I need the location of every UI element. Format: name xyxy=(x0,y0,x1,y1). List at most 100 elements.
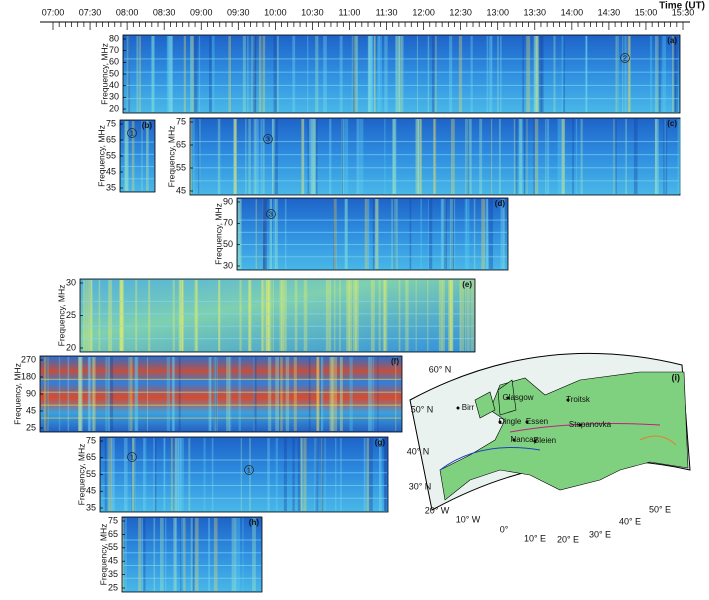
spectrogram-streak xyxy=(248,280,251,351)
panel-label: (b) xyxy=(142,121,153,130)
spectrogram-streak xyxy=(490,119,493,194)
spectrogram-streak xyxy=(443,199,446,269)
spectrogram-streak xyxy=(262,199,265,269)
spectrogram-streak xyxy=(213,518,218,591)
spectrogram-streak xyxy=(377,357,379,431)
spectrogram-streak xyxy=(90,280,93,351)
spectrogram-streak xyxy=(307,119,311,194)
spectrogram-streak xyxy=(353,280,357,351)
spectrogram-band xyxy=(238,231,507,233)
spectrogram-streak xyxy=(159,518,164,591)
y-axis-label: Frequency, MHz xyxy=(99,43,109,105)
spectrogram-streak xyxy=(441,199,444,269)
time-tick-label: 11:00 xyxy=(339,7,361,17)
spectrogram-streak xyxy=(282,280,287,351)
spectrogram-streak xyxy=(104,438,108,511)
spectrogram-streak xyxy=(679,119,681,194)
spectrogram-streak xyxy=(261,280,265,351)
station-label: Glasgow xyxy=(502,393,533,402)
spectrogram-streak xyxy=(633,119,638,194)
spectrogram-streak xyxy=(351,36,356,112)
panel-label: (i) xyxy=(672,372,681,382)
time-tick-label: 10:30 xyxy=(301,7,324,17)
spectrogram-streak xyxy=(123,438,128,511)
panel-label: (f) xyxy=(391,357,399,366)
marker-circle xyxy=(266,209,276,219)
spectrogram-streak xyxy=(124,121,128,191)
spectrogram-streak xyxy=(324,438,326,511)
spectrogram-streak xyxy=(240,438,242,511)
y-axis-label: Frequency, MHz xyxy=(12,363,22,425)
y-axis-label: Frequency, MHz xyxy=(213,203,223,265)
spectrogram-streak xyxy=(572,119,574,194)
spectrogram-streak xyxy=(541,36,544,112)
spectrogram-streak xyxy=(367,199,370,269)
station-label: Dingle xyxy=(499,417,522,426)
y-tick-label: 60 xyxy=(109,57,119,67)
spectrogram-streak xyxy=(300,438,303,511)
spectrogram-streak xyxy=(211,438,214,511)
spectrogram-streak xyxy=(561,36,565,112)
spectrogram-streak xyxy=(109,280,113,351)
spectrogram-streak xyxy=(363,438,366,511)
y-tick-label: 20 xyxy=(66,342,76,352)
spectrogram-streak xyxy=(339,36,343,112)
spectrogram-streak xyxy=(172,280,175,351)
y-tick-label: 35 xyxy=(86,502,96,512)
spectrogram-streak xyxy=(273,199,277,269)
spectrogram-streak xyxy=(328,280,332,351)
spectrogram-streak xyxy=(131,438,136,511)
spectrogram-streak xyxy=(325,280,329,351)
spectrogram-streak xyxy=(126,36,130,112)
y-tick-label: 35 xyxy=(106,182,116,192)
station-label: Troitsk xyxy=(566,395,591,404)
station-dot xyxy=(578,423,582,427)
spectrogram-streak xyxy=(370,36,374,112)
spectrogram-streak xyxy=(131,121,135,191)
spectrogram-streak xyxy=(398,36,401,112)
station-dot xyxy=(566,398,570,402)
spectrogram-streak xyxy=(199,36,201,112)
latitude-label: 40° N xyxy=(407,446,430,456)
spectrogram-streak xyxy=(180,438,184,511)
spectrogram-band xyxy=(81,325,474,327)
spectrogram-streak xyxy=(415,119,420,194)
spectrogram-streak xyxy=(500,199,505,269)
spectrogram-streak xyxy=(238,357,241,431)
spectrogram-streak xyxy=(344,199,348,269)
spectrogram-streak xyxy=(229,357,232,431)
spectrogram-streak xyxy=(177,438,182,511)
spectrogram-streak xyxy=(233,119,236,194)
spectrogram-streak xyxy=(281,280,283,351)
spectrogram-streak xyxy=(432,36,435,112)
spectrogram-streak xyxy=(341,119,343,194)
spectrogram-streak xyxy=(218,280,220,351)
spectrogram-streak xyxy=(231,518,236,591)
spectrogram-streak xyxy=(420,199,422,269)
spectrogram-streak xyxy=(470,36,473,112)
spectrogram-streak xyxy=(417,119,422,194)
spectrogram-band xyxy=(81,338,474,340)
spectrogram-streak xyxy=(151,36,155,112)
spectrogram-streak xyxy=(146,357,149,431)
spectrogram-streak xyxy=(674,36,678,112)
marker-circle xyxy=(620,53,630,63)
spectrogram-streak xyxy=(340,438,342,511)
spectrogram-streak xyxy=(292,36,296,112)
spectrogram-streak xyxy=(625,119,628,194)
spectrogram-streak xyxy=(316,357,320,431)
spectrogram-streak xyxy=(192,518,195,591)
spectrogram-streak xyxy=(195,280,199,351)
spectrogram-streak xyxy=(267,438,270,511)
spectrogram-streak xyxy=(153,518,156,591)
spectrogram-streak xyxy=(143,518,146,591)
spectrogram-streak xyxy=(255,199,257,269)
spectrogram-streak xyxy=(466,119,470,194)
spectrogram-streak xyxy=(378,438,382,511)
spectrogram-streak xyxy=(575,119,578,194)
spectrogram-streak xyxy=(384,36,388,112)
spectrogram-band xyxy=(123,552,261,554)
spectrogram-streak xyxy=(275,119,278,194)
spectrogram-streak xyxy=(654,119,657,194)
spectrogram-streak xyxy=(143,438,145,511)
